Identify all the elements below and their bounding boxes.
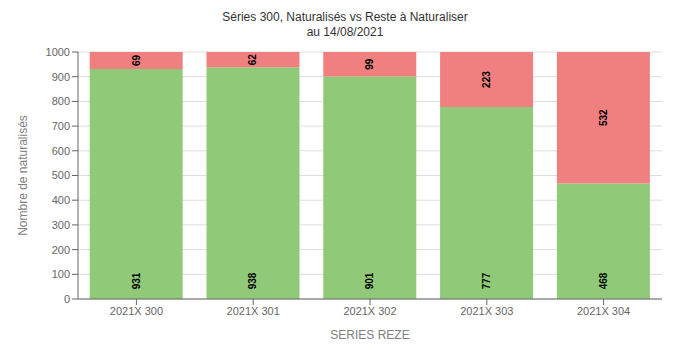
svg-text:777: 777 [481, 272, 492, 289]
svg-text:99: 99 [364, 58, 375, 70]
svg-text:468: 468 [598, 272, 609, 289]
svg-text:800: 800 [52, 95, 70, 107]
svg-text:500: 500 [52, 169, 70, 181]
svg-text:223: 223 [481, 71, 492, 88]
svg-text:600: 600 [52, 145, 70, 157]
svg-text:100: 100 [52, 268, 70, 280]
svg-text:532: 532 [598, 109, 609, 126]
svg-text:2021X 304: 2021X 304 [577, 305, 630, 317]
svg-text:0: 0 [64, 293, 70, 305]
svg-text:400: 400 [52, 194, 70, 206]
svg-text:SERIES REZE: SERIES REZE [330, 328, 409, 342]
svg-text:2021X 302: 2021X 302 [343, 305, 396, 317]
svg-text:2021X 301: 2021X 301 [227, 305, 280, 317]
svg-text:2021X 300: 2021X 300 [110, 305, 163, 317]
svg-text:Nombre de naturalisés: Nombre de naturalisés [16, 115, 30, 236]
html-text:Séries 300, Naturalisés vs Res: Séries 300, Naturalisés vs Reste à Natur… [222, 10, 468, 24]
svg-text:2021X 303: 2021X 303 [460, 305, 513, 317]
svg-text:69: 69 [131, 55, 142, 67]
svg-text:901: 901 [364, 272, 375, 289]
svg-text:1000: 1000 [46, 46, 70, 58]
svg-text:300: 300 [52, 219, 70, 231]
svg-text:900: 900 [52, 71, 70, 83]
svg-text:700: 700 [52, 120, 70, 132]
svg-text:200: 200 [52, 244, 70, 256]
svg-text:931: 931 [131, 272, 142, 289]
html-text:au 14/08/2021: au 14/08/2021 [306, 25, 384, 39]
svg-text:938: 938 [247, 272, 258, 289]
svg-text:62: 62 [247, 54, 258, 66]
